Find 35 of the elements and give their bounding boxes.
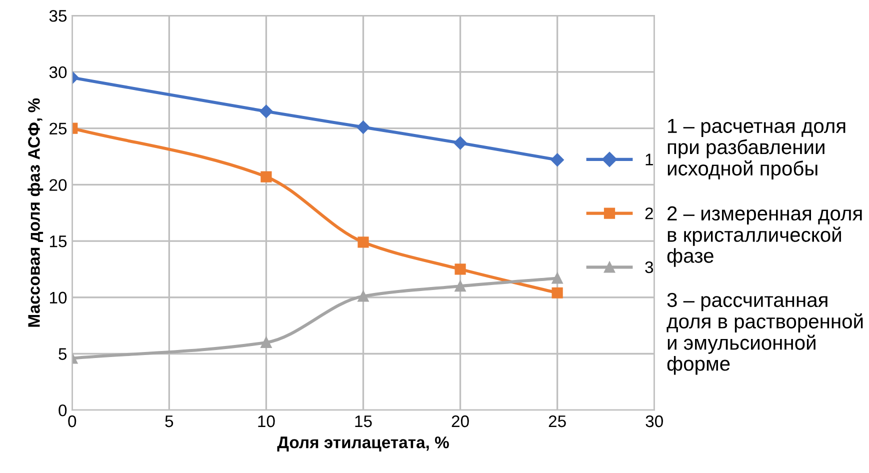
y-tick-label: 30: [49, 66, 67, 78]
text: 3 – рассчитанная доля в растворенной и эмульсионной форме: [666, 292, 863, 375]
legend-label: 2: [645, 207, 653, 220]
x-tick-label: 30: [646, 415, 663, 428]
x-tick-label: 0: [68, 415, 76, 428]
y-tick-label: 10: [50, 292, 67, 304]
legend-label: 1: [646, 154, 653, 166]
point: [358, 236, 369, 248]
text: 2 – измеренная доля в кристаллической фазе: [667, 206, 862, 267]
point: [356, 120, 370, 134]
x-tick-label: 10: [258, 415, 275, 428]
point: [454, 280, 466, 292]
x-tick-label: 15: [355, 416, 372, 428]
y-tick-label: 15: [50, 236, 67, 248]
x-tick-label: 5: [165, 416, 174, 428]
y-tick-label: 25: [50, 122, 67, 135]
y-tick-label: 35: [49, 10, 67, 22]
legend-label: 3: [645, 261, 654, 274]
y-axis-title: Массовая доля фаз АСФ, %: [28, 98, 44, 327]
y-tick-label: 20: [50, 179, 67, 191]
point: [260, 104, 273, 118]
point: [260, 336, 272, 348]
point: [358, 290, 369, 302]
y-tick-label: 0: [58, 404, 67, 416]
text: 1 – расчетная доля при разбавлении исходной пробы: [668, 118, 846, 180]
y-tick-label: 5: [58, 348, 67, 360]
point: [552, 287, 563, 298]
x-axis-title: Доля этилацетата, %: [277, 436, 449, 452]
x-tick-label: 25: [548, 415, 566, 428]
point: [552, 272, 563, 284]
point: [550, 153, 564, 166]
point: [454, 136, 467, 150]
x-tick-label: 20: [452, 415, 469, 428]
point: [454, 264, 466, 275]
point: [260, 171, 272, 182]
